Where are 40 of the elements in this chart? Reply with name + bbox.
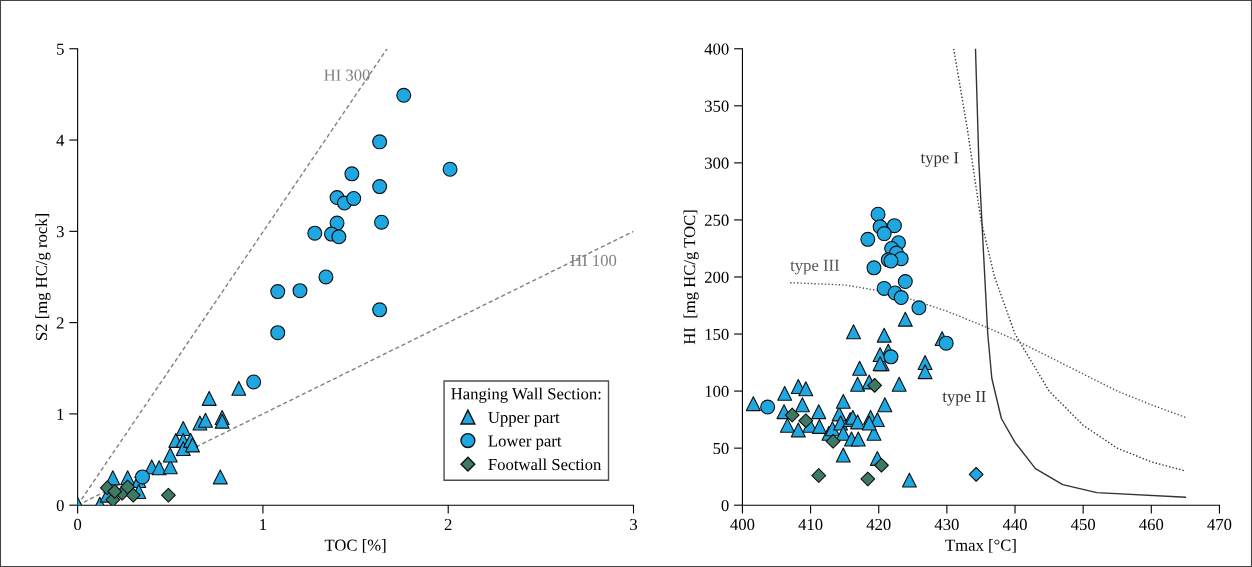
y-tick-label: 2 <box>56 317 64 329</box>
y-tick-label: 5 <box>57 43 64 55</box>
x-tick-label: 3 <box>630 518 638 531</box>
series-label: type III <box>790 259 840 275</box>
y-axis-title: HI [mg HC/g TOC] <box>683 210 699 345</box>
y-tick-label: 0 <box>56 499 64 512</box>
y-tick-label: 400 <box>704 43 729 55</box>
legend-label: Upper part <box>488 411 560 427</box>
y-tick-label: 150 <box>705 328 729 340</box>
legend-label: Lower part <box>488 435 562 450</box>
y-axis-title: S2 [mg HC/g rock] <box>35 214 51 340</box>
y-tick-label: 0 <box>721 499 729 512</box>
y-tick-label: 3 <box>56 226 64 238</box>
x-tick-label: 420 <box>866 518 891 531</box>
legend-title: Hanging Wall Section: <box>451 387 601 403</box>
x-tick-label: 470 <box>1207 518 1232 531</box>
x-tick-label: 0 <box>74 518 82 531</box>
series-label: HI 300 <box>324 69 370 81</box>
x-tick-label: 1 <box>260 518 267 530</box>
series-label: HI 100 <box>570 254 617 267</box>
x-axis-title: TOC [%] <box>324 539 386 553</box>
y-tick-label: 1 <box>57 408 64 420</box>
x-tick-label: 410 <box>798 518 823 531</box>
series-label: type II <box>942 391 986 406</box>
x-tick-label: 2 <box>444 518 452 530</box>
x-axis-title: Tmax [°C] <box>945 539 1016 553</box>
legend-label: Footwall Section <box>488 458 602 471</box>
y-tick-label: 300 <box>705 157 729 169</box>
y-tick-label: 350 <box>705 100 729 112</box>
series-label: type I <box>920 152 959 167</box>
x-tick-label: 430 <box>934 518 959 531</box>
y-tick-label: 250 <box>704 214 729 226</box>
y-tick-label: 50 <box>713 442 729 455</box>
y-tick-label: 200 <box>704 271 729 283</box>
x-tick-label: 440 <box>1002 518 1027 531</box>
x-tick-label: 450 <box>1070 518 1096 531</box>
x-tick-label: 400 <box>730 518 755 531</box>
y-tick-label: 100 <box>705 385 729 398</box>
x-tick-label: 460 <box>1139 518 1164 531</box>
y-tick-label: 4 <box>56 134 65 146</box>
